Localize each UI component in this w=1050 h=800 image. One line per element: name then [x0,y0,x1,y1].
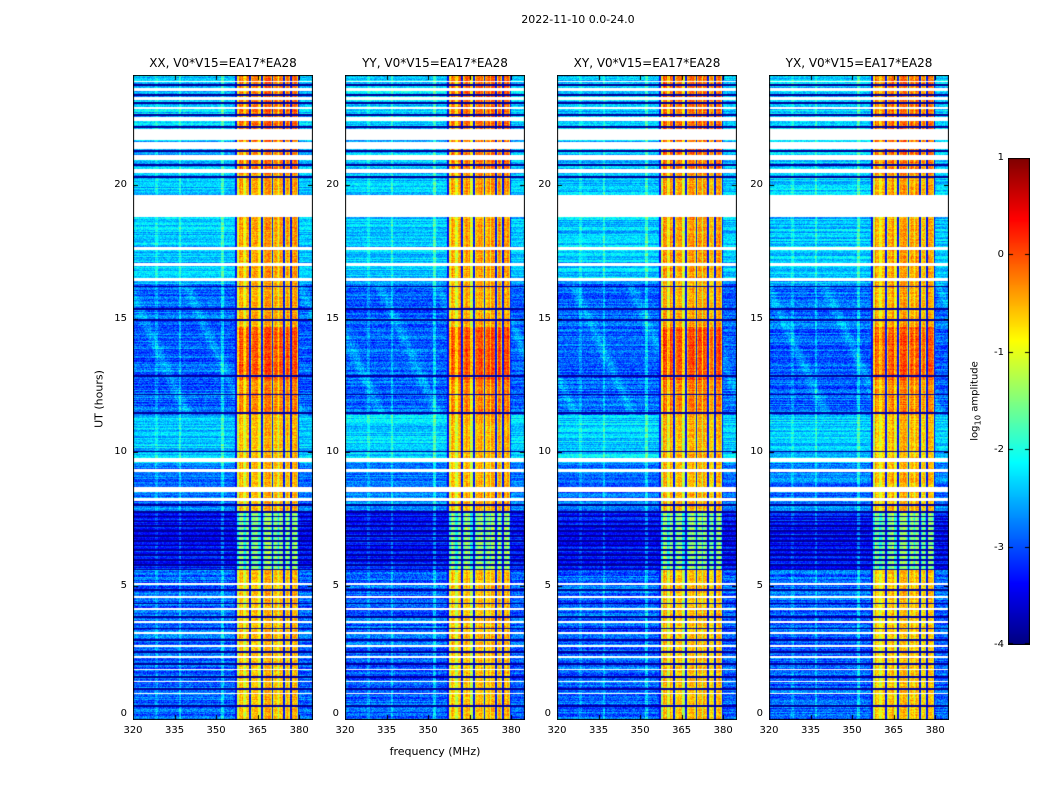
x-tick-label: 350 [630,725,650,736]
x-tick-label: 320 [547,725,567,736]
figure-title: 2022-11-10 0.0-24.0 [521,13,635,26]
colorbar [1008,158,1030,645]
x-tick-label: 335 [376,725,397,736]
x-tick-label: 365 [672,725,692,736]
y-tick-label: 10 [538,446,551,458]
y-axis-label: UT (hours) [92,370,106,428]
x-tick-label: 380 [501,725,521,736]
y-tick-label: 0 [544,708,551,719]
x-tick-label: 380 [713,725,733,736]
x-tick-label: 365 [460,725,480,736]
spectrogram-canvas-xx [133,75,313,720]
colorbar-tick-label: 0 [997,249,1004,261]
y-tick-label: 0 [120,708,127,719]
x-tick-label: 350 [418,725,438,736]
x-tick-label: 365 [248,725,268,736]
x-tick-label: 335 [588,725,609,736]
y-tick-label: 5 [332,580,339,592]
y-tick-label: 15 [538,312,551,324]
y-tick-label: 20 [750,178,763,190]
panel-title-xy: XY, V0*V15=EA17*EA28 [573,56,721,70]
x-tick-label: 365 [884,725,904,736]
x-axis-label: frequency (MHz) [389,745,481,758]
y-tick-label: 0 [332,708,339,719]
y-tick-label: 15 [326,312,339,324]
colorbar-label-log: log [969,425,981,441]
panel-xy: XY, V0*V15=EA17*EA28 320 335 350 365 380 0 5 10… [538,56,737,736]
panel-yx: YX, V0*V15=EA17*EA28 320 335 350 365 380 0 5 10… [750,56,949,736]
x-tick-label: 320 [759,725,779,736]
y-tick-label: 5 [544,580,551,592]
colorbar-tick-label: -1 [994,346,1004,358]
x-tick-label: 350 [206,725,226,736]
y-tick-label: 15 [114,312,127,324]
y-tick-label: 5 [756,580,763,592]
colorbar-label: log10 amplitude [970,361,983,441]
spectrogram-canvas-yx [769,75,949,720]
y-tick-label: 0 [756,708,763,719]
panel-title-yx: YX, V0*V15=EA17*EA28 [785,56,933,70]
x-tick-label: 335 [800,725,821,736]
y-tick-label: 20 [326,178,339,190]
colorbar-tick-label: -4 [994,639,1004,650]
y-tick-label: 5 [120,580,127,592]
x-tick-label: 335 [164,725,185,736]
colorbar-label-sub: 10 [972,414,983,426]
x-tick-label: 350 [842,725,862,736]
panel-xx: XX, V0*V15=EA17*EA28 320 335 350 365 380 0 5 10… [114,56,313,736]
panel-title-xx: XX, V0*V15=EA17*EA28 [149,56,297,70]
spectrogram-canvas-yy [345,75,525,720]
colorbar-tick-label: -3 [994,541,1004,553]
x-tick-label: 380 [925,725,945,736]
y-tick-label: 15 [750,312,763,324]
y-tick-label: 20 [114,178,127,190]
y-tick-label: 10 [326,446,339,458]
spectrogram-canvas-xy [557,75,737,720]
x-tick-label: 320 [123,725,143,736]
x-tick-label: 380 [289,725,309,736]
colorbar-label-rest: amplitude [969,361,981,415]
y-tick-label: 20 [538,178,551,190]
colorbar-tick-label: 1 [997,152,1004,163]
y-tick-label: 10 [750,446,763,458]
panel-title-yy: YY, V0*V15=EA17*EA28 [362,56,508,70]
panel-yy: YY, V0*V15=EA17*EA28 320 335 350 365 380 0 5 10… [326,56,525,736]
x-tick-label: 320 [335,725,355,736]
colorbar-tick-label: -2 [994,444,1004,456]
y-tick-label: 10 [114,446,127,458]
